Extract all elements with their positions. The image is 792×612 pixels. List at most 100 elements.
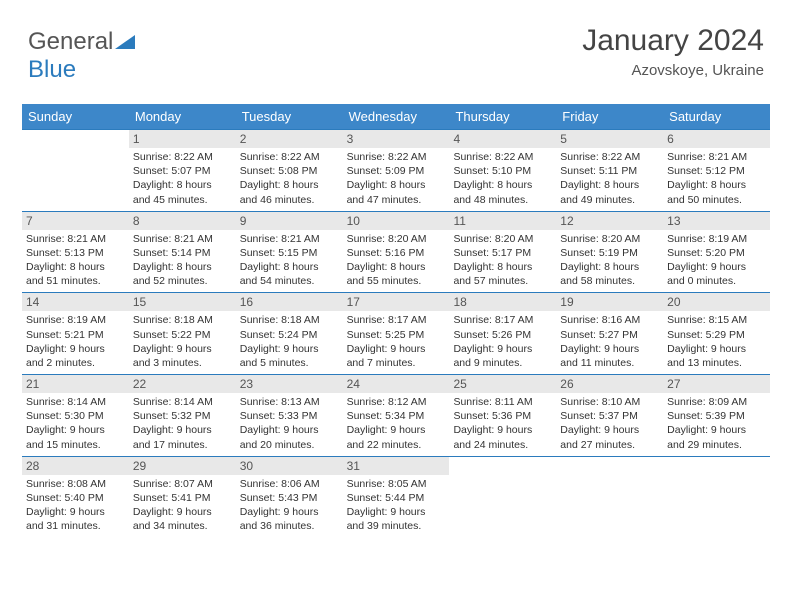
day-line-ss: Sunset: 5:44 PM — [347, 491, 446, 505]
day-line-ss: Sunset: 5:25 PM — [347, 328, 446, 342]
day-details: Sunrise: 8:12 AMSunset: 5:34 PMDaylight:… — [343, 393, 450, 456]
day-line-ss: Sunset: 5:34 PM — [347, 409, 446, 423]
day-line-d1: Daylight: 8 hours — [347, 178, 446, 192]
day-cell: 22Sunrise: 8:14 AMSunset: 5:32 PMDayligh… — [129, 375, 236, 456]
day-details: Sunrise: 8:16 AMSunset: 5:27 PMDaylight:… — [556, 311, 663, 374]
day-cell: 18Sunrise: 8:17 AMSunset: 5:26 PMDayligh… — [449, 293, 556, 374]
day-line-ss: Sunset: 5:29 PM — [667, 328, 766, 342]
day-line-d2: and 46 minutes. — [240, 193, 339, 207]
day-details: Sunrise: 8:05 AMSunset: 5:44 PMDaylight:… — [343, 475, 450, 538]
day-line-ss: Sunset: 5:37 PM — [560, 409, 659, 423]
day-line-d1: Daylight: 8 hours — [453, 178, 552, 192]
day-details: Sunrise: 8:14 AMSunset: 5:32 PMDaylight:… — [129, 393, 236, 456]
day-line-sr: Sunrise: 8:08 AM — [26, 477, 125, 491]
day-line-sr: Sunrise: 8:20 AM — [347, 232, 446, 246]
day-line-d1: Daylight: 9 hours — [667, 423, 766, 437]
day-line-ss: Sunset: 5:33 PM — [240, 409, 339, 423]
day-line-ss: Sunset: 5:39 PM — [667, 409, 766, 423]
day-line-ss: Sunset: 5:24 PM — [240, 328, 339, 342]
day-line-sr: Sunrise: 8:12 AM — [347, 395, 446, 409]
day-cell: 10Sunrise: 8:20 AMSunset: 5:16 PMDayligh… — [343, 212, 450, 293]
day-cell: 27Sunrise: 8:09 AMSunset: 5:39 PMDayligh… — [663, 375, 770, 456]
day-line-sr: Sunrise: 8:16 AM — [560, 313, 659, 327]
header-right: January 2024 Azovskoye, Ukraine — [582, 24, 764, 79]
day-number: 7 — [22, 212, 129, 230]
day-cell: 12Sunrise: 8:20 AMSunset: 5:19 PMDayligh… — [556, 212, 663, 293]
day-line-d1: Daylight: 9 hours — [240, 342, 339, 356]
day-line-d1: Daylight: 8 hours — [133, 178, 232, 192]
day-number: 14 — [22, 293, 129, 311]
day-cell: 20Sunrise: 8:15 AMSunset: 5:29 PMDayligh… — [663, 293, 770, 374]
brand-part2: Blue — [28, 56, 76, 83]
day-cell: 16Sunrise: 8:18 AMSunset: 5:24 PMDayligh… — [236, 293, 343, 374]
day-line-ss: Sunset: 5:22 PM — [133, 328, 232, 342]
day-cell: 3Sunrise: 8:22 AMSunset: 5:09 PMDaylight… — [343, 130, 450, 211]
day-line-ss: Sunset: 5:41 PM — [133, 491, 232, 505]
day-cell: 21Sunrise: 8:14 AMSunset: 5:30 PMDayligh… — [22, 375, 129, 456]
day-cell: 13Sunrise: 8:19 AMSunset: 5:20 PMDayligh… — [663, 212, 770, 293]
day-line-d1: Daylight: 9 hours — [26, 342, 125, 356]
day-line-d1: Daylight: 9 hours — [560, 423, 659, 437]
day-details: Sunrise: 8:21 AMSunset: 5:14 PMDaylight:… — [129, 230, 236, 293]
day-line-sr: Sunrise: 8:09 AM — [667, 395, 766, 409]
day-line-d1: Daylight: 9 hours — [453, 423, 552, 437]
day-cell: 29Sunrise: 8:07 AMSunset: 5:41 PMDayligh… — [129, 457, 236, 538]
day-line-sr: Sunrise: 8:15 AM — [667, 313, 766, 327]
day-details: Sunrise: 8:22 AMSunset: 5:09 PMDaylight:… — [343, 148, 450, 211]
day-cell: 9Sunrise: 8:21 AMSunset: 5:15 PMDaylight… — [236, 212, 343, 293]
day-details: Sunrise: 8:22 AMSunset: 5:08 PMDaylight:… — [236, 148, 343, 211]
day-line-ss: Sunset: 5:12 PM — [667, 164, 766, 178]
day-line-d1: Daylight: 8 hours — [453, 260, 552, 274]
day-number: 2 — [236, 130, 343, 148]
day-line-d1: Daylight: 8 hours — [667, 178, 766, 192]
day-details: Sunrise: 8:08 AMSunset: 5:40 PMDaylight:… — [22, 475, 129, 538]
day-line-sr: Sunrise: 8:07 AM — [133, 477, 232, 491]
day-line-d1: Daylight: 9 hours — [133, 423, 232, 437]
day-line-d1: Daylight: 8 hours — [347, 260, 446, 274]
day-line-ss: Sunset: 5:36 PM — [453, 409, 552, 423]
day-line-d2: and 13 minutes. — [667, 356, 766, 370]
day-line-ss: Sunset: 5:10 PM — [453, 164, 552, 178]
day-line-ss: Sunset: 5:27 PM — [560, 328, 659, 342]
day-line-ss: Sunset: 5:40 PM — [26, 491, 125, 505]
day-line-sr: Sunrise: 8:11 AM — [453, 395, 552, 409]
day-details: Sunrise: 8:10 AMSunset: 5:37 PMDaylight:… — [556, 393, 663, 456]
day-cell: 4Sunrise: 8:22 AMSunset: 5:10 PMDaylight… — [449, 130, 556, 211]
day-line-sr: Sunrise: 8:22 AM — [560, 150, 659, 164]
day-number: 30 — [236, 457, 343, 475]
day-line-d1: Daylight: 9 hours — [133, 505, 232, 519]
day-details: Sunrise: 8:19 AMSunset: 5:20 PMDaylight:… — [663, 230, 770, 293]
day-number: 17 — [343, 293, 450, 311]
day-details: Sunrise: 8:18 AMSunset: 5:24 PMDaylight:… — [236, 311, 343, 374]
brand-part1: General — [28, 28, 113, 55]
day-number: 27 — [663, 375, 770, 393]
day-line-d2: and 31 minutes. — [26, 519, 125, 533]
day-line-ss: Sunset: 5:21 PM — [26, 328, 125, 342]
day-line-sr: Sunrise: 8:21 AM — [240, 232, 339, 246]
day-details: Sunrise: 8:09 AMSunset: 5:39 PMDaylight:… — [663, 393, 770, 456]
day-details: Sunrise: 8:22 AMSunset: 5:11 PMDaylight:… — [556, 148, 663, 211]
day-cell: 31Sunrise: 8:05 AMSunset: 5:44 PMDayligh… — [343, 457, 450, 538]
week-row: 7Sunrise: 8:21 AMSunset: 5:13 PMDaylight… — [22, 211, 770, 293]
day-line-sr: Sunrise: 8:22 AM — [453, 150, 552, 164]
day-cell: 1Sunrise: 8:22 AMSunset: 5:07 PMDaylight… — [129, 130, 236, 211]
day-line-d1: Daylight: 9 hours — [667, 260, 766, 274]
day-line-sr: Sunrise: 8:18 AM — [133, 313, 232, 327]
day-line-ss: Sunset: 5:30 PM — [26, 409, 125, 423]
day-header-friday: Friday — [556, 104, 663, 129]
day-details: Sunrise: 8:15 AMSunset: 5:29 PMDaylight:… — [663, 311, 770, 374]
day-line-d1: Daylight: 8 hours — [133, 260, 232, 274]
day-number: 5 — [556, 130, 663, 148]
day-line-d1: Daylight: 9 hours — [133, 342, 232, 356]
day-cell: 26Sunrise: 8:10 AMSunset: 5:37 PMDayligh… — [556, 375, 663, 456]
day-details: Sunrise: 8:11 AMSunset: 5:36 PMDaylight:… — [449, 393, 556, 456]
day-header-saturday: Saturday — [663, 104, 770, 129]
week-row: 1Sunrise: 8:22 AMSunset: 5:07 PMDaylight… — [22, 129, 770, 211]
day-header-tuesday: Tuesday — [236, 104, 343, 129]
day-line-d2: and 15 minutes. — [26, 438, 125, 452]
day-line-d2: and 57 minutes. — [453, 274, 552, 288]
day-line-d2: and 0 minutes. — [667, 274, 766, 288]
day-line-ss: Sunset: 5:26 PM — [453, 328, 552, 342]
day-line-ss: Sunset: 5:11 PM — [560, 164, 659, 178]
day-line-d2: and 7 minutes. — [347, 356, 446, 370]
